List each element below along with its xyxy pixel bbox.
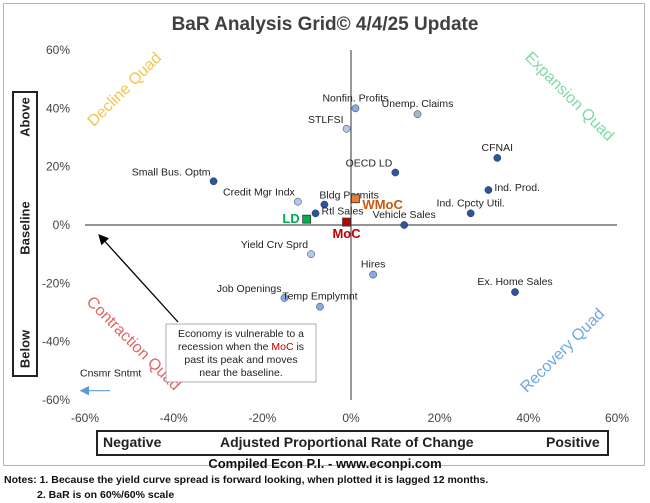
- x-tick-label: -60%: [71, 411, 99, 425]
- quad-label-recovery: Recovery Quad: [518, 306, 609, 397]
- data-point-label: Temp Emplymnt: [282, 291, 357, 303]
- data-point-label: Nonfin. Profits: [322, 92, 388, 104]
- data-point-label: Ex. Home Sales: [477, 276, 552, 288]
- x-label-positive: Positive: [546, 434, 600, 450]
- data-point: [511, 288, 519, 296]
- note-2: 2. BaR is on 60%/60% scale: [37, 489, 175, 501]
- annotation-line-1: Economy is vulnerable to a: [178, 328, 304, 340]
- data-point: [307, 250, 315, 259]
- annotation-arrow: [98, 234, 179, 323]
- annotation-box: [165, 323, 317, 383]
- x-label-negative: Negative: [103, 434, 162, 450]
- data-point-label: STLFSI: [308, 114, 344, 126]
- annotation-moc-highlight: MoC: [271, 341, 294, 353]
- data-point-label: Job Openings: [217, 283, 282, 295]
- y-label-baseline: Baseline: [17, 201, 33, 255]
- data-point-label: Unemp. Claims: [382, 98, 454, 110]
- annotation-line-4: near the baseline.: [199, 367, 282, 379]
- x-tick-label: 20%: [428, 411, 452, 425]
- offscale-label: Cnsmr Sntmt: [80, 368, 141, 380]
- special-point-label-ld: LD: [282, 211, 299, 226]
- data-point: [316, 302, 324, 311]
- data-point: [400, 221, 409, 229]
- credit-line: Compiled Econ P.I. - www.econpi.com: [208, 456, 442, 471]
- x-tick-label: 60%: [605, 411, 629, 425]
- x-tick-label: -20%: [248, 411, 276, 425]
- y-tick-label: 0%: [53, 218, 71, 232]
- data-point: [351, 104, 360, 113]
- x-tick-label: -40%: [160, 411, 188, 425]
- data-point: [342, 124, 351, 133]
- y-label-above: Above: [17, 97, 33, 137]
- data-point-label: Vehicle Sales: [373, 209, 436, 221]
- y-tick-label: -60%: [42, 393, 70, 407]
- special-point-ld: [302, 214, 312, 224]
- special-point-label-moc: MoC: [332, 226, 361, 241]
- data-point-label: Yield Crv Sprd: [241, 239, 308, 251]
- x-tick-label: 40%: [516, 411, 540, 425]
- y-tick-label: 60%: [46, 43, 70, 57]
- y-tick-label: -20%: [42, 276, 70, 290]
- special-point-wmoc: [351, 194, 360, 204]
- annotation-line-3: past its peak and moves: [184, 354, 297, 366]
- data-point-label: OECD LD: [346, 158, 393, 170]
- data-point: [293, 197, 302, 206]
- chart-title: BaR Analysis Grid© 4/4/25 Update: [171, 14, 479, 35]
- data-point: [320, 200, 329, 209]
- data-point: [391, 168, 400, 177]
- y-label-below: Below: [17, 329, 33, 369]
- x-tick-label: 0%: [342, 411, 360, 425]
- quad-label-decline: Decline Quad: [85, 50, 166, 131]
- data-point: [280, 294, 289, 302]
- quad-label-expansion: Expansion Quad: [521, 49, 617, 145]
- data-point-label: CFNAI: [482, 142, 514, 154]
- data-point-label: Bldg Permits: [319, 190, 379, 202]
- chart-frame: [3, 3, 645, 466]
- x-axis-label-box: [96, 430, 609, 456]
- x-label-center: Adjusted Proportional Rate of Change: [220, 434, 474, 450]
- y-tick-label: -40%: [42, 335, 70, 349]
- data-point-label: Credit Mgr Indx: [223, 187, 296, 199]
- y-axis-label-box: [12, 91, 38, 377]
- data-point: [369, 270, 378, 279]
- data-point: [413, 110, 422, 119]
- data-point: [209, 177, 218, 186]
- data-point: [484, 186, 493, 194]
- special-point-label-wmoc: WMoC: [362, 197, 403, 212]
- special-point-moc: [342, 217, 351, 227]
- y-tick-label: 40%: [46, 101, 70, 115]
- data-point-label: Small Bus. Optm: [132, 166, 211, 178]
- data-point-label: Ind. Prod.: [494, 182, 540, 194]
- data-point-label: Rtl Sales: [322, 205, 364, 217]
- annotation-line-2: recession when the MoC is: [178, 341, 304, 353]
- data-point: [466, 209, 475, 218]
- data-point: [311, 209, 320, 218]
- data-point: [493, 154, 502, 162]
- note-1: Notes: 1. Because the yield curve spread…: [4, 474, 489, 486]
- data-point-label: Hires: [361, 259, 386, 271]
- y-tick-label: 20%: [46, 160, 70, 174]
- data-point-label: Ind. Cpcty Util.: [437, 197, 505, 209]
